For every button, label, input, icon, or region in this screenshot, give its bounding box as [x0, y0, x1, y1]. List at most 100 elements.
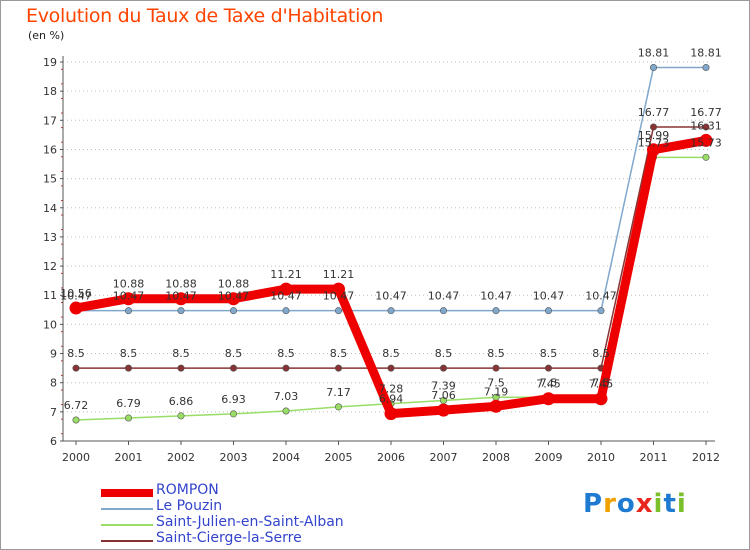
- point-le-pouzin-2006: [387, 307, 395, 315]
- point-rompon-2004: [279, 282, 293, 296]
- data-label-saint-cierge-la-serre-2010: 8.5: [592, 347, 610, 360]
- data-label-saint-julien-en-saint-alban-2001: 6.79: [116, 397, 141, 410]
- point-saint-julien-en-saint-alban-2004: [282, 407, 290, 415]
- logo-letter: o: [616, 489, 636, 519]
- x-tick-label-2005: 2005: [325, 451, 353, 464]
- data-label-saint-julien-en-saint-alban-2009: 7.5: [540, 376, 558, 389]
- data-label-rompon-2010: 7.45: [589, 378, 614, 391]
- y-tick-label-6: 6: [50, 435, 57, 448]
- data-label-saint-julien-en-saint-alban-2004: 7.03: [274, 390, 299, 403]
- point-saint-cierge-la-serre-2009: [544, 364, 552, 372]
- data-label-saint-julien-en-saint-alban-2003: 6.93: [221, 393, 246, 406]
- data-label-rompon-2005: 11.21: [323, 268, 355, 281]
- data-label-saint-cierge-la-serre-2003: 8.5: [225, 347, 243, 360]
- y-tick-label-11: 11: [43, 289, 57, 302]
- legend-label-rompon: ROMPON: [156, 482, 219, 498]
- x-tick-label-2010: 2010: [587, 451, 615, 464]
- point-rompon-2002: [174, 292, 188, 306]
- y-tick-label-16: 16: [43, 143, 57, 156]
- legend-label-le-pouzin: Le Pouzin: [156, 498, 223, 514]
- point-saint-cierge-la-serre-2005: [334, 364, 342, 372]
- data-label-saint-julien-en-saint-alban-2010: 7.5: [592, 376, 610, 389]
- x-tick-label-2002: 2002: [167, 451, 195, 464]
- data-label-saint-julien-en-saint-alban-2008: 7.5: [487, 376, 505, 389]
- point-rompon-2009: [542, 392, 555, 406]
- data-label-le-pouzin-2002: 10.47: [165, 290, 197, 303]
- y-tick-label-14: 14: [43, 202, 57, 215]
- point-rompon-2001: [122, 292, 135, 306]
- point-saint-julien-en-saint-alban-2002: [177, 412, 185, 420]
- data-label-saint-cierge-la-serre-2011: 16.77: [638, 106, 670, 119]
- legend-swatch-saint-julien: [101, 524, 153, 526]
- data-label-saint-cierge-la-serre-2002: 8.5: [172, 347, 190, 360]
- point-saint-cierge-la-serre-2000: [72, 364, 80, 372]
- y-unit-label: (en %): [28, 29, 65, 42]
- point-rompon-2006: [384, 407, 398, 421]
- x-tick-label-2001: 2001: [115, 451, 143, 464]
- data-label-saint-julien-en-saint-alban-2000: 6.72: [64, 399, 89, 412]
- chart-title: Evolution du Taux de Taxe d'Habitation: [26, 5, 384, 27]
- point-rompon-2005: [332, 282, 345, 296]
- series-line-le-pouzin: [76, 66, 706, 312]
- y-tick-label-13: 13: [43, 231, 57, 244]
- y-tick-label-19: 19: [43, 56, 57, 69]
- logo-letter: P: [583, 489, 604, 519]
- y-tick-label-18: 18: [43, 85, 57, 98]
- point-rompon-2012: [699, 133, 713, 147]
- axes: 6 7 8 9 10 11 12 13 14 15 16 17 18 19 2000 2001 2002 2003…: [43, 56, 720, 464]
- y-tick-label-17: 17: [43, 114, 57, 127]
- point-le-pouzin-2009: [544, 307, 552, 315]
- data-label-rompon-2012: 16.31: [690, 119, 722, 132]
- point-saint-cierge-la-serre-2003: [230, 364, 238, 372]
- proxiti-logo: Proxiti: [583, 489, 687, 519]
- point-le-pouzin-2002: [177, 307, 185, 315]
- data-label-rompon-2001: 10.88: [113, 278, 145, 291]
- point-rompon-2000: [69, 301, 83, 315]
- point-saint-julien-en-saint-alban-2001: [125, 414, 133, 422]
- point-saint-cierge-la-serre-2006: [387, 364, 395, 372]
- logo-letter: i: [676, 489, 687, 519]
- y-tick-label-10: 10: [43, 318, 57, 331]
- data-label-saint-julien-en-saint-alban-2007: 7.39: [431, 379, 456, 392]
- legend-swatch-le-pouzin: [101, 508, 153, 510]
- point-saint-julien-en-saint-alban-2000: [72, 416, 80, 424]
- data-label-saint-cierge-la-serre-2006: 8.5: [382, 347, 400, 360]
- point-le-pouzin-2011: [649, 64, 657, 72]
- data-label-rompon-2008: 7.19: [484, 385, 509, 398]
- point-le-pouzin-2010: [597, 307, 605, 315]
- data-label-saint-cierge-la-serre-2000: 8.5: [67, 347, 85, 360]
- data-label-rompon-2007: 7.06: [431, 389, 456, 402]
- data-label-saint-cierge-la-serre-2001: 8.5: [120, 347, 138, 360]
- data-label-saint-julien-en-saint-alban-2012: 15.73: [690, 136, 722, 149]
- point-rompon-2011: [647, 143, 660, 157]
- point-le-pouzin-2005: [334, 307, 342, 315]
- point-le-pouzin-2004: [282, 307, 290, 315]
- point-le-pouzin-2003: [230, 307, 238, 315]
- data-label-le-pouzin-2012: 18.81: [690, 47, 722, 60]
- data-label-le-pouzin-2004: 10.47: [270, 290, 302, 303]
- data-label-saint-cierge-la-serre-2012: 16.77: [690, 106, 722, 119]
- data-label-le-pouzin-2001: 10.47: [113, 290, 145, 303]
- point-le-pouzin-2007: [439, 307, 447, 315]
- y-tick-label-12: 12: [43, 260, 57, 273]
- point-saint-julien-en-saint-alban-2003: [230, 410, 238, 418]
- x-tick-label-2007: 2007: [430, 451, 458, 464]
- data-label-le-pouzin-2009: 10.47: [533, 290, 565, 303]
- point-saint-cierge-la-serre-2008: [492, 364, 500, 372]
- data-label-saint-julien-en-saint-alban-2002: 6.86: [169, 395, 194, 408]
- data-label-rompon-2009: 7.45: [536, 378, 561, 391]
- data-label-rompon-2011: 15.99: [638, 129, 670, 142]
- y-tick-label-15: 15: [43, 173, 57, 186]
- data-label-le-pouzin-2005: 10.47: [323, 290, 355, 303]
- point-rompon-2007: [437, 403, 450, 417]
- y-tick-label-8: 8: [50, 377, 57, 390]
- data-label-rompon-2000: 10.56: [60, 287, 92, 300]
- point-saint-cierge-la-serre-2004: [282, 364, 290, 372]
- point-le-pouzin-2008: [492, 307, 500, 315]
- legend-swatch-saint-cierge: [101, 540, 153, 542]
- point-le-pouzin-2012: [702, 64, 710, 72]
- data-label-rompon-2004: 11.21: [270, 268, 302, 281]
- data-label-saint-cierge-la-serre-2009: 8.5: [540, 347, 558, 360]
